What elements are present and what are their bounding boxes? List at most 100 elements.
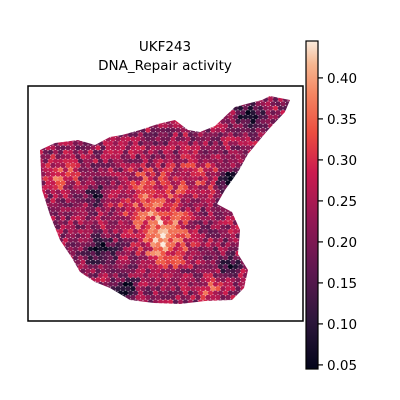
- tissue-spot: [277, 264, 284, 270]
- tissue-spot: [42, 228, 49, 234]
- tissue-spot: [242, 184, 249, 190]
- tissue-spot: [127, 202, 134, 208]
- tissue-spot: [85, 206, 91, 212]
- tissue-spot: [127, 246, 134, 252]
- tissue-spot: [162, 176, 169, 182]
- tissue-spot: [45, 224, 51, 230]
- tissue-spot: [232, 272, 239, 278]
- tissue-spot: [52, 96, 59, 102]
- tissue-spot: [182, 193, 189, 199]
- tissue-spot: [72, 202, 79, 208]
- tissue-spot: [97, 264, 104, 270]
- tissue-spot: [75, 180, 81, 186]
- tissue-spot: [195, 303, 201, 304]
- tissue-spot: [182, 184, 189, 190]
- tissue-spot: [102, 193, 109, 199]
- tissue-spot: [207, 158, 214, 164]
- tissue-spot: [152, 132, 159, 138]
- tissue-spot: [62, 281, 69, 287]
- tissue-spot: [247, 220, 254, 226]
- tissue-spot: [112, 193, 119, 199]
- tissue-spot: [232, 184, 239, 190]
- tissue-spot: [212, 202, 219, 208]
- tissue-spot: [282, 96, 289, 102]
- tissue-spot: [257, 167, 264, 173]
- tissue-spot: [50, 206, 56, 212]
- tissue-spot: [77, 176, 84, 182]
- tissue-spot: [175, 162, 181, 168]
- tissue-spot: [185, 110, 191, 116]
- tissue-spot: [112, 255, 119, 261]
- tissue-spot: [112, 220, 119, 226]
- tissue-spot: [187, 105, 194, 111]
- tissue-spot: [160, 136, 166, 142]
- tissue-spot: [117, 167, 124, 173]
- tissue-spot: [270, 198, 276, 204]
- tissue-spot: [45, 242, 51, 248]
- tissue-spot: [225, 162, 231, 168]
- tissue-spot: [65, 171, 71, 177]
- tissue-spot: [157, 228, 164, 234]
- tissue-spot: [147, 246, 154, 252]
- tissue-spot: [125, 259, 131, 265]
- tissue-spot: [142, 211, 149, 217]
- tissue-spot: [40, 215, 46, 221]
- tissue-spot: [250, 198, 256, 204]
- tissue-spot: [87, 211, 94, 217]
- tissue-spot: [140, 118, 146, 124]
- tissue-spot: [85, 224, 91, 230]
- tissue-spot: [135, 198, 141, 204]
- tissue-spot: [102, 290, 109, 296]
- tissue-spot: [145, 101, 151, 107]
- tissue-spot: [147, 132, 154, 138]
- tissue-spot: [190, 198, 196, 204]
- tissue-spot: [185, 198, 191, 204]
- tissue-spot: [72, 299, 79, 304]
- tissue-spot: [192, 264, 199, 270]
- tissue-spot: [120, 259, 126, 265]
- tissue-spot: [225, 198, 231, 204]
- tissue-spot: [165, 242, 171, 248]
- tissue-spot: [97, 105, 104, 111]
- tissue-spot: [85, 233, 91, 239]
- tissue-spot: [137, 290, 144, 296]
- tissue-spot: [192, 246, 199, 252]
- tissue-spot: [172, 114, 179, 120]
- tissue-spot: [230, 96, 236, 98]
- tissue-spot: [227, 211, 234, 217]
- tissue-spot: [82, 299, 89, 304]
- tissue-spot: [57, 140, 64, 146]
- tissue-spot: [200, 215, 206, 221]
- tissue-spot: [207, 149, 214, 155]
- tissue-spot: [197, 299, 204, 304]
- tissue-spot: [230, 110, 236, 116]
- tissue-spot: [255, 286, 261, 292]
- tissue-spot: [42, 184, 49, 190]
- tissue-spot: [260, 303, 266, 304]
- tissue-spot: [105, 233, 111, 239]
- tissue-spot: [40, 176, 44, 182]
- tissue-spot: [77, 184, 84, 190]
- tissue-spot: [132, 202, 139, 208]
- tissue-spot: [190, 233, 196, 239]
- tissue-spot: [182, 237, 189, 243]
- tissue-spot: [70, 96, 76, 98]
- tissue-spot: [277, 272, 284, 278]
- tissue-spot: [252, 96, 259, 102]
- tissue-spot: [160, 233, 166, 239]
- tissue-spot: [180, 215, 186, 221]
- tissue-spot: [127, 237, 134, 243]
- tissue-spot: [225, 118, 231, 124]
- tissue-spot: [60, 101, 66, 107]
- tissue-spot: [85, 189, 91, 195]
- tissue-spot: [75, 233, 81, 239]
- tissue-spot: [92, 149, 99, 155]
- tissue-spot: [67, 272, 74, 278]
- tissue-spot: [45, 145, 51, 151]
- tissue-spot: [197, 158, 204, 164]
- tissue-spot: [70, 145, 76, 151]
- tissue-spot: [82, 96, 89, 102]
- tissue-spot: [252, 132, 259, 138]
- tissue-spot: [90, 154, 96, 160]
- tissue-spot: [205, 224, 211, 230]
